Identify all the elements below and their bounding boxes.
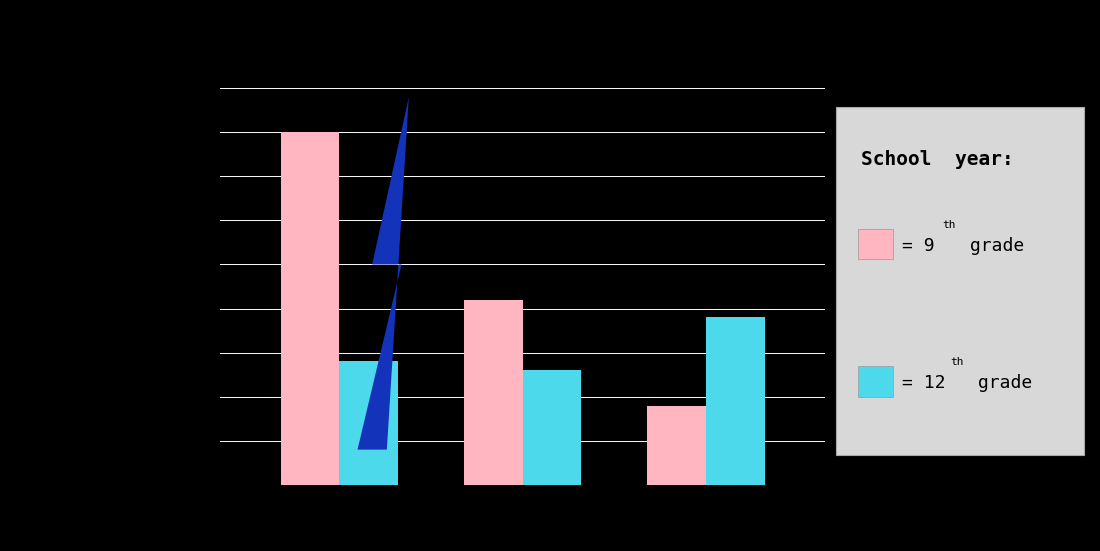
Bar <box>280 132 339 485</box>
Bar <box>706 317 764 485</box>
Bar <box>647 406 706 485</box>
Bar <box>522 370 581 485</box>
Text: th: th <box>943 219 956 230</box>
Text: grade: grade <box>959 237 1024 255</box>
Bar <box>339 361 398 485</box>
Text: = 12: = 12 <box>902 375 946 392</box>
Text: School  year:: School year: <box>861 150 1014 169</box>
Polygon shape <box>358 97 409 450</box>
Text: = 9: = 9 <box>902 237 935 255</box>
Text: grade: grade <box>967 375 1032 392</box>
Bar <box>464 300 522 485</box>
Text: th: th <box>950 357 964 368</box>
